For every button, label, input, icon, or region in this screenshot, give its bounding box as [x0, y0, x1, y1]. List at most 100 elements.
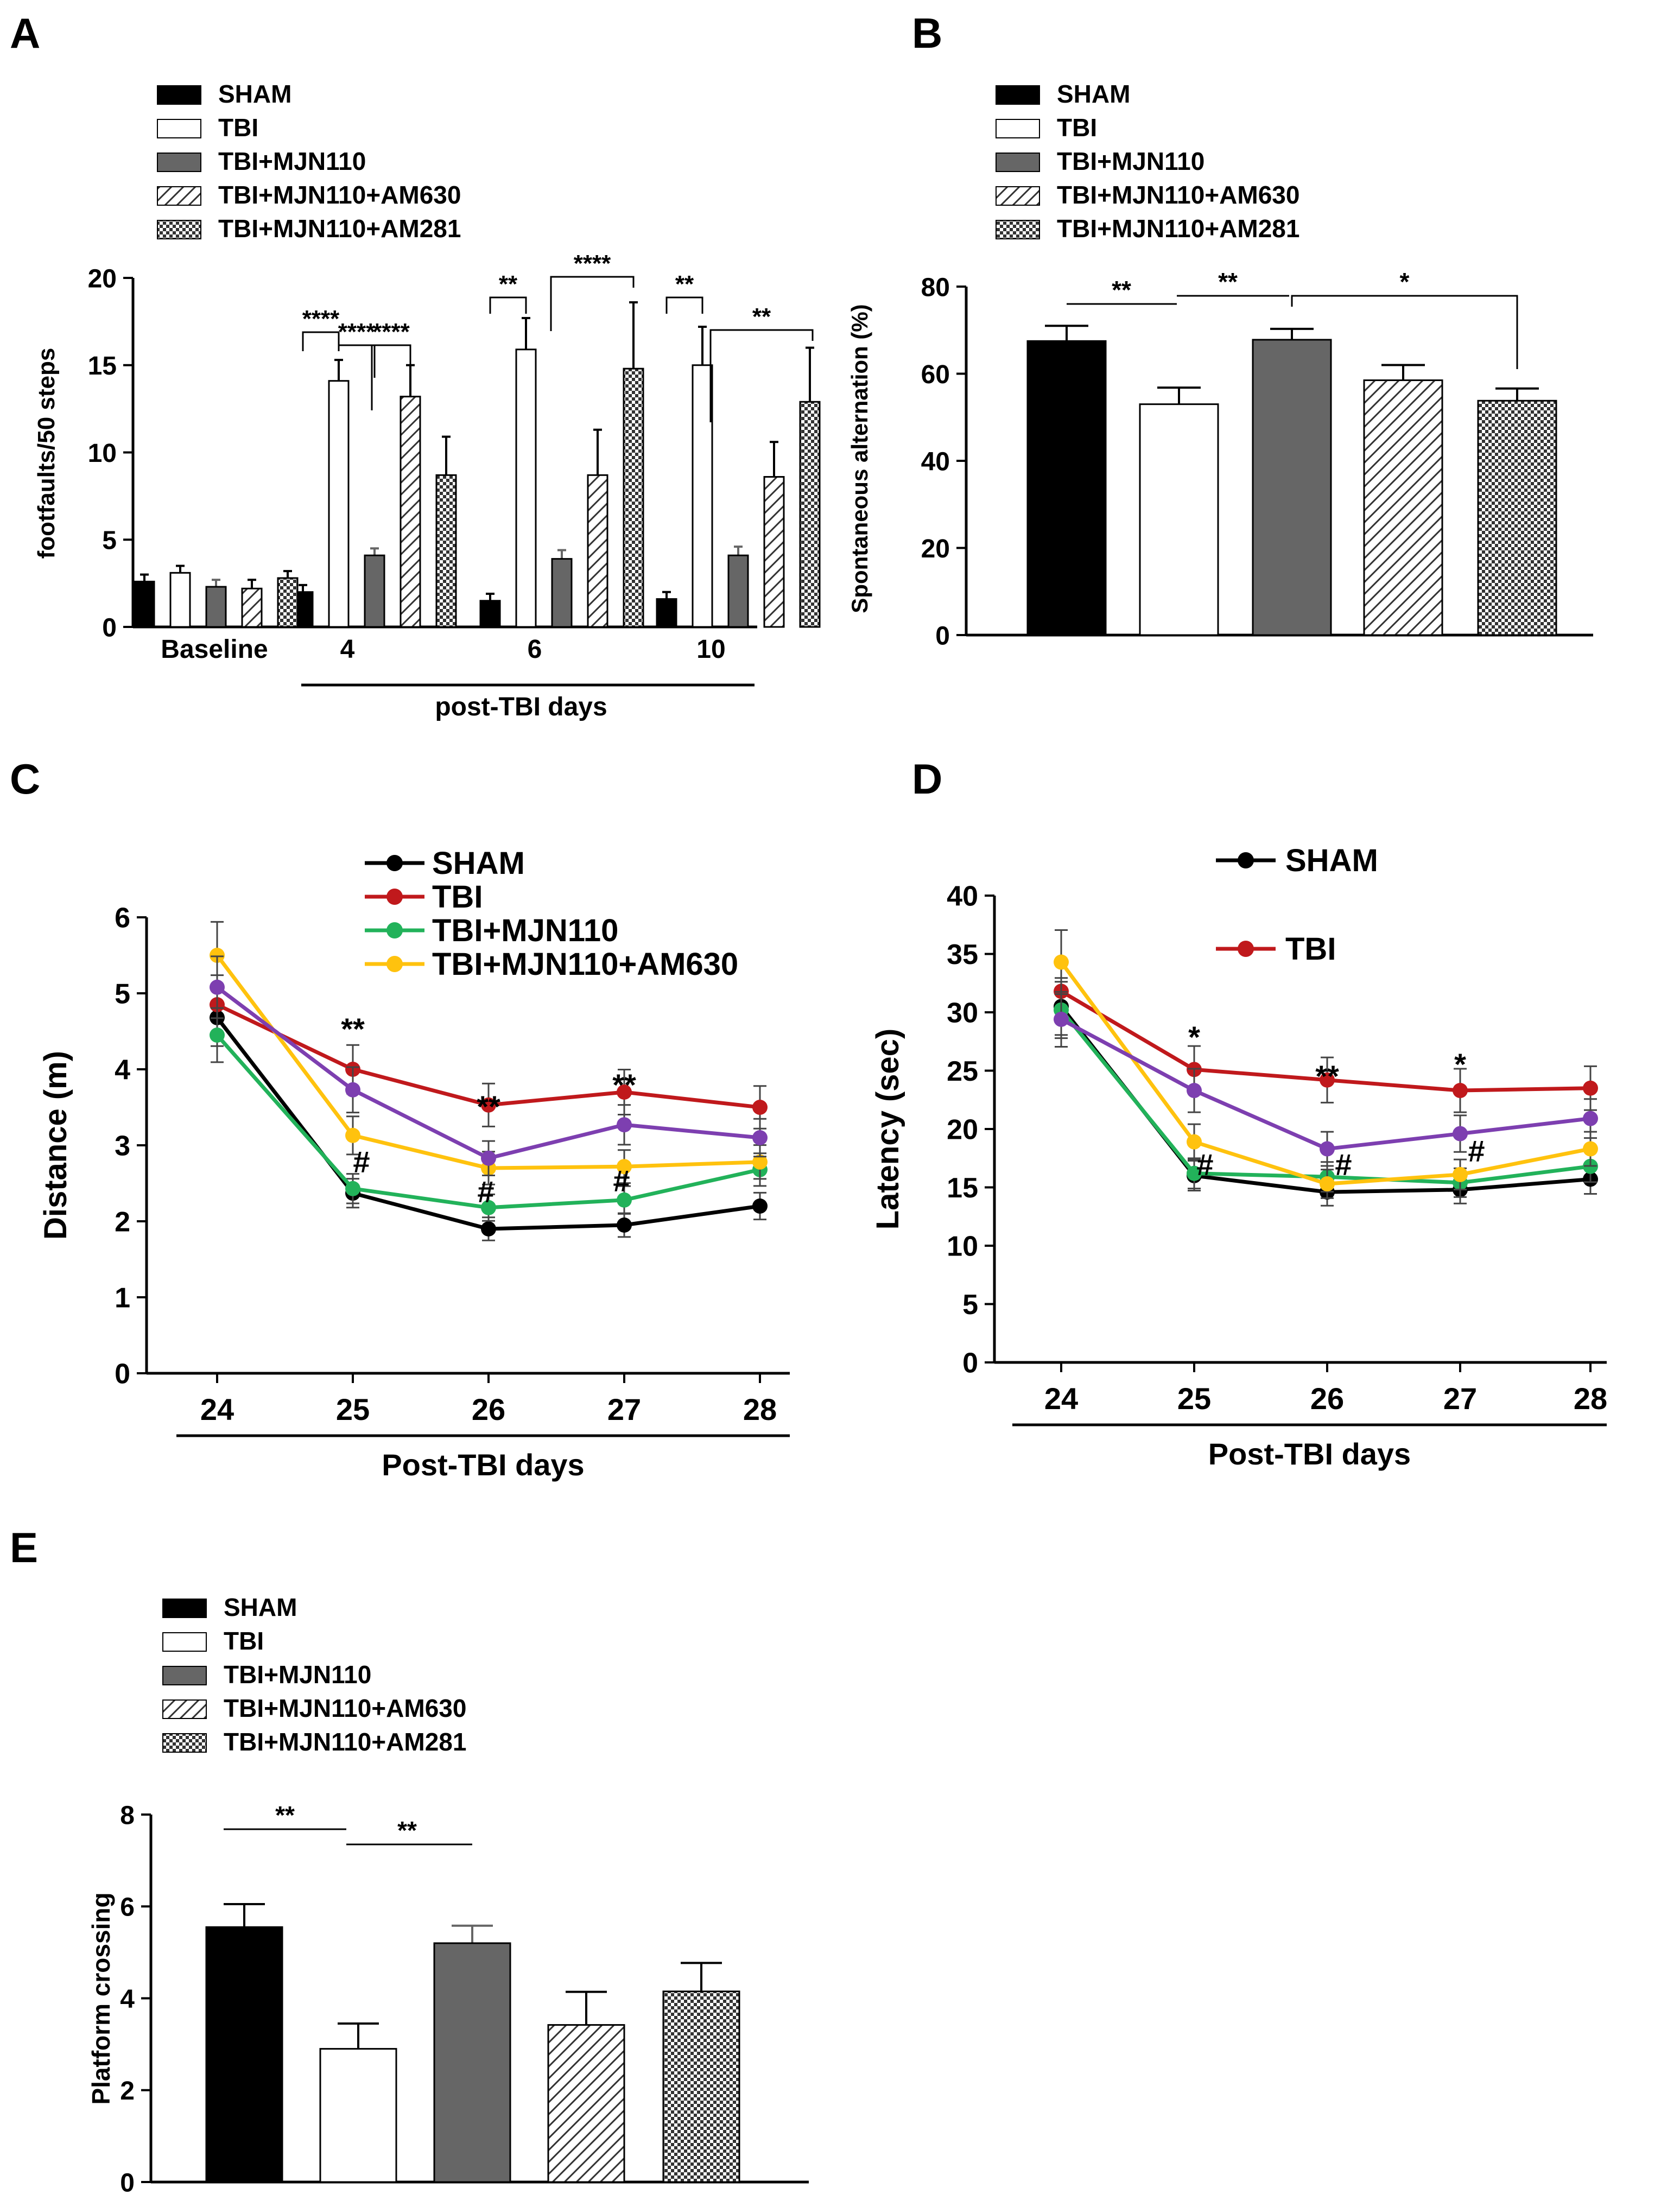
panel-d-y-tick-label: 0 [962, 1348, 978, 1379]
panel-a-bar [587, 474, 608, 628]
panel-e-sig-label: ** [275, 1801, 295, 1829]
panel-a-sig-label: **** [302, 306, 340, 332]
panel-b-sig-label: * [1400, 268, 1410, 296]
panel-c-sig-label: ** [477, 1089, 500, 1124]
panel-d-sig-label: * [1188, 1020, 1200, 1054]
panel-d-hash-label: # [1196, 1147, 1213, 1182]
panel-a-bracket [550, 276, 635, 331]
panel-a-legend-label-1: TBI [218, 113, 258, 142]
panel-a-bar [692, 364, 713, 628]
panel-c-y-label: Distance (m) [38, 1051, 73, 1240]
panel-b-legend-label-2: TBI+MJN110 [1057, 147, 1204, 175]
panel-a-bar [623, 367, 644, 628]
panel-a-bracket [489, 296, 527, 314]
panel-b-legend-swatch-2 [996, 153, 1040, 172]
panel-c-data-point [752, 1130, 768, 1145]
panel-d-x-tick-label: 26 [1310, 1381, 1344, 1416]
panel-c-data-point [617, 1192, 632, 1208]
panel-d-legend-marker-0 [1238, 852, 1254, 868]
panel-d-hash-label: # [1335, 1147, 1352, 1182]
panel-b-legend-label-0: SHAM [1057, 80, 1130, 108]
panel-a-x-tick-label: 10 [696, 635, 725, 664]
panel-letter-b: B [912, 9, 942, 57]
panel-a-x-tick-label: 4 [340, 635, 355, 664]
panel-b-legend-label-4: TBI+MJN110+AM281 [1057, 214, 1299, 243]
panel-a-bracket [302, 331, 340, 351]
panel-a-bar [435, 474, 457, 628]
panel-d-data-point [1320, 1176, 1335, 1192]
panel-b-legend-swatch-4 [996, 220, 1040, 239]
panel-c-series-line [215, 986, 760, 1160]
panel-e-bar [319, 2048, 397, 2183]
panel-d-y-tick-label: 40 [947, 881, 978, 912]
panel-a-x-tick-label: 6 [528, 635, 542, 664]
panel-d-x-label: Post-TBI days [1208, 1437, 1411, 1471]
panel-e-bar [547, 2024, 625, 2183]
panel-a-legend-swatch-0 [157, 85, 201, 105]
panel-e-legend-swatch-2 [162, 1666, 207, 1685]
panel-c-hash-label: # [477, 1175, 494, 1209]
panel-c-data-point [345, 1181, 360, 1196]
panel-b-legend-swatch-1 [996, 119, 1040, 138]
panel-b-sig-label: ** [1112, 276, 1131, 304]
panel-d-legend-label-1: TBI [1285, 931, 1336, 967]
panel-a-y-tick-label: 10 [88, 439, 117, 468]
panel-a-y-tick-label: 5 [102, 527, 117, 555]
panel-a-legend-label-3: TBI+MJN110+AM630 [218, 181, 461, 209]
panel-c-y-tick-label: 6 [115, 903, 130, 934]
panel-a-bar [656, 598, 677, 628]
panel-d-data-point [1187, 1165, 1202, 1181]
panel-c-y-tick-label: 5 [115, 979, 130, 1010]
panel-c-data-point [210, 979, 225, 995]
panel-b-bar [1139, 403, 1219, 636]
panel-d-legend-label-0: SHAM [1285, 843, 1378, 878]
panel-c-data-point [210, 1028, 225, 1043]
panel-a-sig-label: ** [675, 271, 694, 297]
panel-a-bracket [339, 344, 376, 378]
panel-a-bracket [709, 329, 814, 422]
panel-b-bar [1252, 339, 1332, 636]
panel-a-y-tick-label: 0 [102, 613, 117, 642]
panel-c-x-tick-label: 25 [336, 1392, 370, 1426]
panel-e-legend-label-0: SHAM [224, 1593, 297, 1621]
panel-c-data-point [752, 1198, 768, 1214]
panel-d-y-tick-label: 20 [947, 1114, 978, 1146]
panel-d-data-point [1054, 954, 1069, 970]
panel-c-y-tick-label: 2 [115, 1207, 130, 1238]
panel-e-legend-label-1: TBI [224, 1627, 264, 1655]
panel-e-legend-swatch-0 [162, 1599, 207, 1618]
panel-a-bar [134, 580, 155, 628]
panel-c-data-point [617, 1217, 632, 1233]
panel-d-y-label: Latency (sec) [870, 1029, 905, 1230]
panel-a-bar [763, 476, 785, 628]
panel-a-bar [328, 380, 350, 628]
panel-c-y-tick-label: 3 [115, 1131, 130, 1162]
panel-c-data-point [617, 1085, 632, 1100]
panel-d-y-tick-label: 10 [947, 1231, 978, 1263]
panel-a-bar [277, 577, 299, 628]
panel-letter-a: A [10, 9, 40, 57]
panel-d-x-tick-label: 27 [1443, 1381, 1477, 1416]
panel-d-y-tick-label: 25 [947, 1056, 978, 1087]
panel-c-sig-label: ** [612, 1068, 636, 1102]
panel-d-data-point [1583, 1080, 1598, 1096]
panel-c-data-point [481, 1200, 496, 1215]
panel-letter-e: E [10, 1524, 38, 1571]
panel-c-legend-marker-1 [386, 889, 403, 905]
panel-c-hash-label: # [613, 1164, 630, 1198]
panel-d-data-point [1453, 1166, 1468, 1182]
panel-d-data-point [1187, 1134, 1202, 1150]
panel-e-legend-label-4: TBI+MJN110+AM281 [224, 1728, 466, 1756]
panel-c-x-tick-label: 24 [200, 1392, 234, 1426]
panel-c-data-point [752, 1100, 768, 1115]
panel-e-legend-swatch-3 [162, 1699, 207, 1719]
panel-a-legend-swatch-3 [157, 186, 201, 206]
panel-a-sig-label: ** [499, 271, 518, 297]
panel-b-bar [1026, 340, 1107, 636]
panel-a-legend-label-0: SHAM [218, 80, 291, 108]
panel-a-bracket [665, 296, 703, 314]
panel-e-sig-label: ** [397, 1816, 417, 1844]
panel-b-bracket [1291, 295, 1518, 369]
panel-e-y-tick-label: 8 [120, 1801, 135, 1830]
panel-d-x-tick-label: 25 [1177, 1381, 1211, 1416]
